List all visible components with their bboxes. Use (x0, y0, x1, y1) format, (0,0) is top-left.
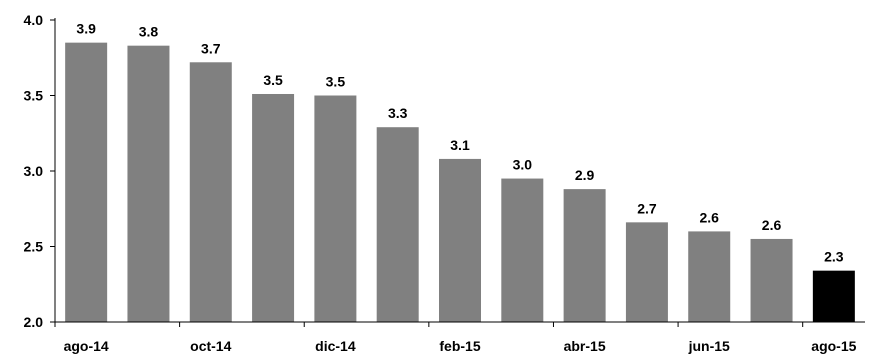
x-axis: ago-14 oct-14 dic-14 feb-15 abr-15 jun-15 ago-… (54, 321, 865, 354)
bar-nov-14 (252, 93, 295, 323)
bar-abr-15 (563, 189, 606, 322)
data-label-feb-15: 3.1 (450, 137, 470, 153)
x-tick-label-ago-15: ago-15 (811, 338, 856, 354)
data-labels: 3.9 3.8 3.7 3.5 3.5 3.3 3.1 3.0 2.9 2.7 2.6 2.6 2.3 (76, 21, 843, 265)
y-tick-label: 2.0 (24, 314, 44, 330)
bar-sep-14 (127, 45, 170, 323)
x-tick-label-abr-15: abr-15 (564, 338, 606, 354)
y-tick-label: 3.5 (24, 88, 44, 104)
data-label-ene-15: 3.3 (388, 105, 408, 121)
x-tick-label-dic-14: dic-14 (315, 338, 356, 354)
data-label-nov-14: 3.5 (263, 72, 283, 88)
data-label-abr-15: 2.9 (575, 167, 595, 183)
bar-ago-14 (65, 42, 108, 323)
data-label-ago-14: 3.9 (76, 21, 96, 37)
bars (65, 42, 855, 323)
data-label-dic-14: 3.5 (326, 74, 346, 90)
data-label-sep-14: 3.8 (139, 24, 159, 40)
bar-oct-14 (189, 62, 232, 322)
data-label-oct-14: 3.7 (201, 40, 221, 56)
y-tick-label: 2.5 (24, 239, 44, 255)
y-tick-label: 3.0 (24, 163, 44, 179)
x-tick-label-jun-15: jun-15 (688, 338, 730, 354)
data-label-jul-15: 2.6 (762, 217, 782, 233)
data-label-jun-15: 2.6 (699, 209, 719, 225)
x-tick-label-feb-15: feb-15 (439, 338, 480, 354)
bar-ene-15 (376, 127, 419, 323)
data-label-may-15: 2.7 (637, 200, 657, 216)
data-label-ago-15: 2.3 (824, 249, 844, 265)
y-tick-label: 4.0 (24, 12, 44, 28)
bar-jul-15 (750, 238, 793, 322)
x-tick-label-oct-14: oct-14 (190, 338, 231, 354)
bar-feb-15 (439, 158, 481, 322)
bar-may-15 (625, 222, 668, 322)
bar-mar-15 (501, 178, 544, 322)
bar-ago-15 (812, 270, 855, 322)
data-label-mar-15: 3.0 (513, 157, 533, 173)
y-axis: 2.0 2.5 3.0 3.5 4.0 (24, 12, 56, 330)
bar-jun-15 (688, 231, 731, 322)
bar-dic-14 (314, 95, 357, 322)
x-tick-label-ago-14: ago-14 (64, 338, 109, 354)
